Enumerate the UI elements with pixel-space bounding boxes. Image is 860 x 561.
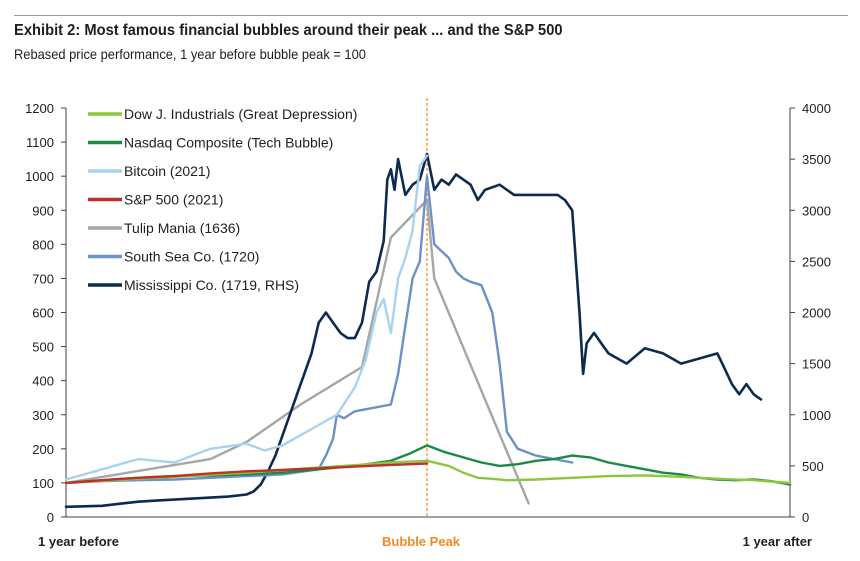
right-tick-label: 2000	[802, 306, 831, 321]
left-tick-label: 400	[32, 374, 54, 389]
series-line-tulip-mania-1636	[64, 198, 530, 505]
chart-subtitle: Rebased price performance, 1 year before…	[14, 46, 366, 62]
x-label-start: 1 year before	[38, 534, 119, 549]
legend-label: Mississippi Co. (1719, RHS)	[124, 277, 299, 293]
legend: Dow J. Industrials (Great Depression) Nas…	[88, 106, 357, 293]
legend-label: South Sea Co. (1720)	[124, 249, 259, 265]
right-tick-label: 0	[802, 510, 809, 525]
series-layer	[64, 152, 792, 509]
right-tick-label: 1500	[802, 357, 831, 372]
right-tick-label: 500	[802, 459, 824, 474]
left-tick-label: 1200	[25, 101, 54, 116]
legend-label: Tulip Mania (1636)	[124, 220, 240, 236]
legend-label: Nasdaq Composite (Tech Bubble)	[124, 135, 333, 151]
left-tick-label: 1000	[25, 169, 54, 184]
x-axis-labels: 1 year before Bubble Peak 1 year after	[38, 534, 812, 549]
legend-label: Bitcoin (2021)	[124, 163, 210, 179]
right-tick-label: 4000	[802, 101, 831, 116]
left-tick-label: 900	[32, 203, 54, 218]
left-tick-label: 700	[32, 271, 54, 286]
right-tick-label: 3000	[802, 203, 831, 218]
left-tick-label: 1100	[26, 135, 54, 150]
right-tick-label: 3500	[802, 152, 831, 167]
axes: 0 100 200 300 400 500 600 700 800 900 1000 1100 1200…	[25, 98, 831, 525]
left-tick-label: 100	[32, 476, 54, 491]
chart-title: Exhibit 2: Most famous financial bubbles…	[14, 22, 563, 39]
legend-label: Dow J. Industrials (Great Depression)	[124, 106, 357, 122]
left-tick-label: 600	[32, 306, 54, 321]
series-line-south-sea-co-1720	[64, 175, 574, 485]
top-rule	[14, 15, 848, 16]
x-label-peak: Bubble Peak	[382, 534, 461, 549]
series-line-s-p-500-2021	[64, 462, 429, 485]
series-line-mississippi-co-1719-rhs	[64, 152, 763, 509]
left-tick-label: 200	[32, 442, 54, 457]
right-tick-label: 1000	[802, 408, 831, 423]
series-line-bitcoin-2021	[64, 154, 429, 481]
x-label-end: 1 year after	[743, 534, 812, 549]
legend-label: S&P 500 (2021)	[124, 192, 223, 208]
left-tick-label: 500	[32, 340, 54, 355]
right-tick-label: 2500	[802, 254, 831, 269]
left-tick-label: 800	[32, 237, 54, 252]
left-tick-label: 300	[32, 408, 54, 423]
left-tick-label: 0	[47, 510, 54, 525]
